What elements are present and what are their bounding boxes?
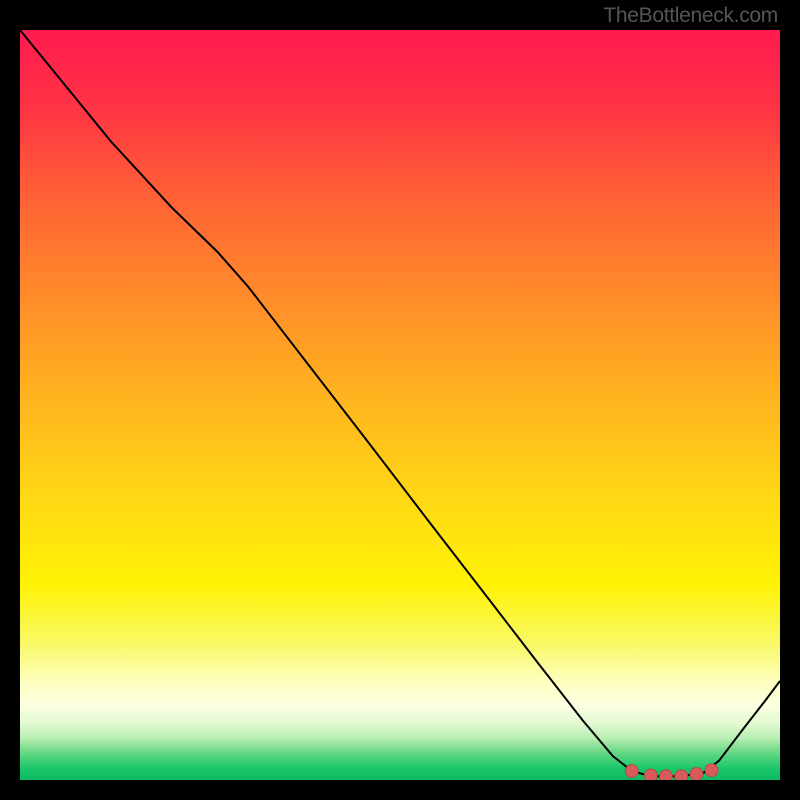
plot-area xyxy=(20,30,780,780)
bottleneck-chart: TheBottleneck.com xyxy=(0,0,800,800)
optimal-markers xyxy=(20,30,780,780)
watermark-text: TheBottleneck.com xyxy=(603,4,778,28)
